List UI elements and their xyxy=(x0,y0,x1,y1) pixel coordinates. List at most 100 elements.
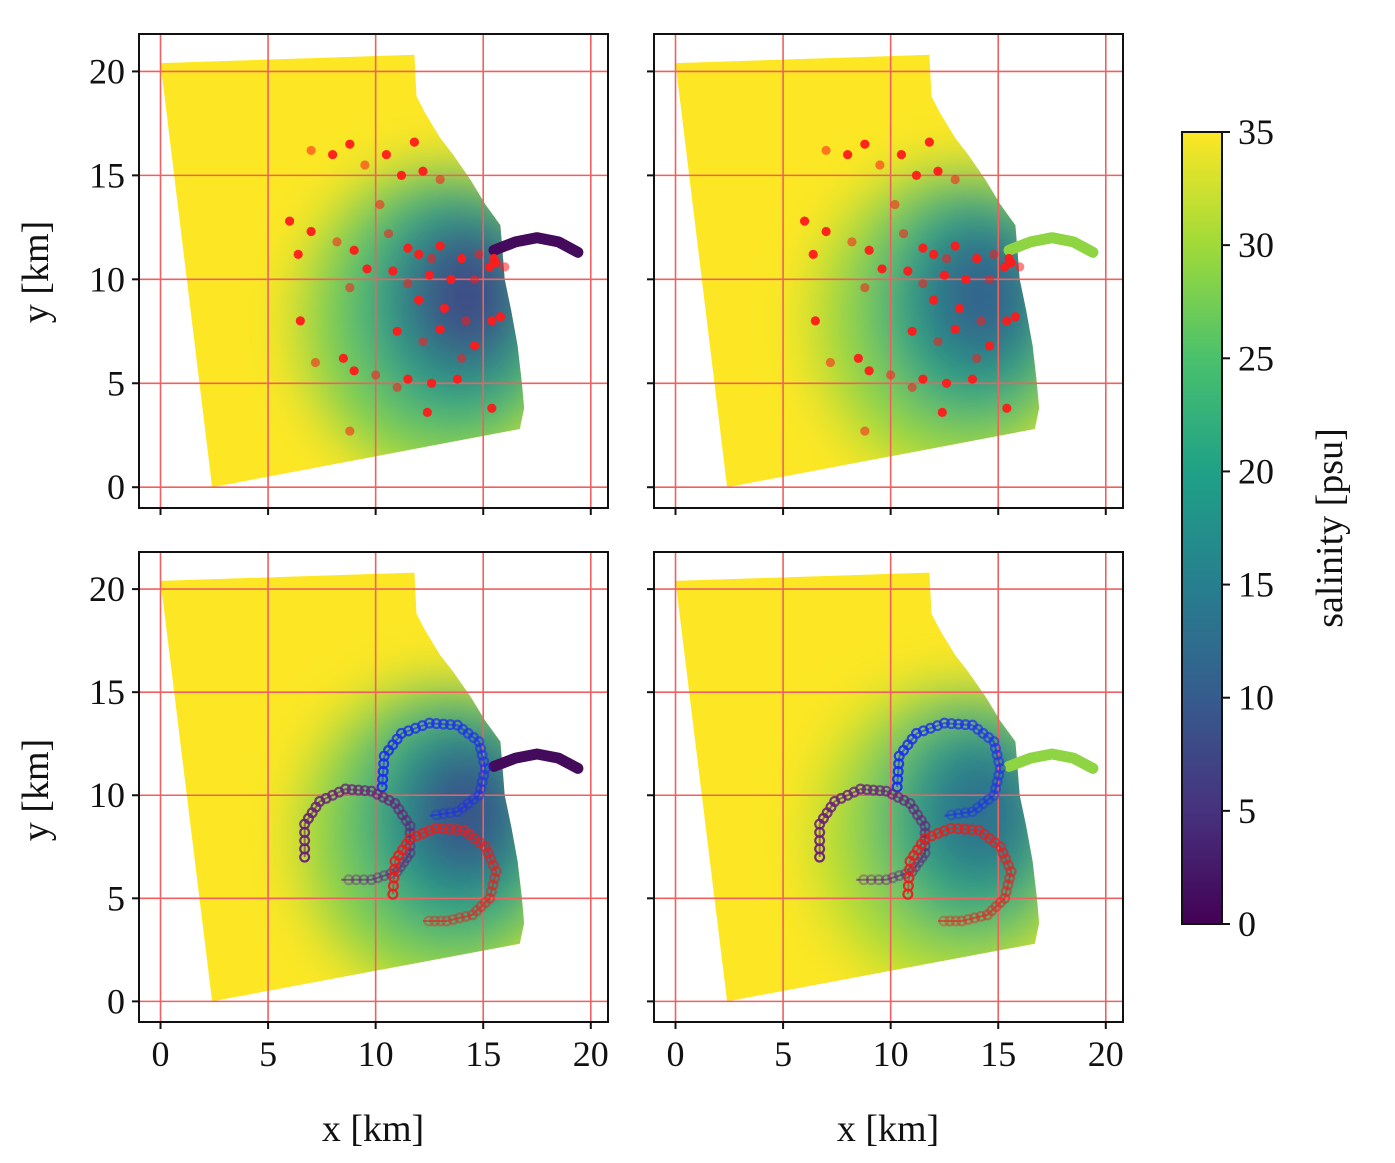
y-tick-label: 0 xyxy=(107,981,125,1021)
track-point xyxy=(1002,859,1014,871)
track-point xyxy=(959,823,971,835)
x-tick-label: 10 xyxy=(873,1034,909,1074)
observation-point xyxy=(495,312,506,322)
observation-point xyxy=(924,137,934,147)
observation-point xyxy=(418,337,428,347)
y-tick-label: 15 xyxy=(89,672,125,712)
observation-point xyxy=(1015,262,1025,272)
observation-point xyxy=(414,295,424,305)
track-point xyxy=(893,870,905,882)
colorbar-tick-label: 20 xyxy=(1238,451,1274,491)
colorbar-tick-label: 10 xyxy=(1238,678,1274,718)
track-point xyxy=(975,910,987,922)
observation-point xyxy=(452,374,463,384)
track-point xyxy=(938,717,950,729)
grid xyxy=(654,34,1123,508)
vessel-track-2 xyxy=(299,783,416,886)
panel-bottom-left: 0 5 10 15 20 0 5 10 15 20 xyxy=(89,551,609,1074)
river-channel xyxy=(1003,232,1099,258)
track-point xyxy=(437,808,449,820)
track-point xyxy=(993,756,1005,768)
observation-point xyxy=(810,316,820,326)
track-point xyxy=(451,824,463,836)
track-point xyxy=(441,915,453,927)
observation-point xyxy=(918,374,928,384)
observation-point xyxy=(392,382,402,393)
track-point xyxy=(986,905,998,917)
ticks: 0 5 10 15 20 0 5 10 15 20 xyxy=(89,569,609,1074)
observation-point xyxy=(424,270,435,280)
y-axis-label-bottom: y [km] xyxy=(15,739,57,841)
track-point xyxy=(358,874,370,886)
observation-point xyxy=(821,145,831,156)
y-tick-label: 5 xyxy=(107,363,125,403)
observation-point xyxy=(853,353,863,363)
track-point xyxy=(874,785,886,797)
observation-point xyxy=(457,253,467,264)
observation-point xyxy=(446,274,456,284)
observation-point xyxy=(907,382,917,393)
track-point xyxy=(444,719,456,731)
ticks: 0 5 10 15 20 xyxy=(647,588,1124,1074)
y-tick-label: 10 xyxy=(89,775,125,815)
observation-point xyxy=(310,357,321,368)
observation-point xyxy=(349,366,359,376)
track-point xyxy=(855,783,867,795)
track-point xyxy=(1000,886,1012,898)
track-point xyxy=(990,742,1002,754)
track-point xyxy=(372,872,384,884)
vessel-track-3 xyxy=(902,822,1017,927)
observation-point xyxy=(877,264,887,274)
observation-point xyxy=(381,149,392,160)
observation-points xyxy=(799,137,1025,436)
river-channel xyxy=(1003,748,1099,774)
track-point xyxy=(952,823,964,835)
track-point xyxy=(952,718,964,730)
track-point xyxy=(430,809,442,821)
observation-point xyxy=(474,249,484,259)
track-point xyxy=(1002,879,1014,891)
observation-point xyxy=(1006,258,1016,268)
track-point xyxy=(938,825,950,837)
track-point xyxy=(865,874,877,886)
observation-point xyxy=(306,226,316,237)
y-tick-label: 10 xyxy=(89,259,125,299)
track-point xyxy=(468,793,480,805)
observation-point xyxy=(890,199,900,210)
track-point xyxy=(1000,853,1012,865)
observation-point xyxy=(950,241,960,251)
colorbar-tick-label: 30 xyxy=(1238,225,1274,265)
track-point xyxy=(423,717,435,729)
colorbar-tick-label: 0 xyxy=(1238,904,1256,944)
plume-core xyxy=(405,737,525,886)
track-point xyxy=(945,822,957,834)
observation-point xyxy=(360,160,370,170)
observation-point xyxy=(933,166,943,176)
panel-top-right xyxy=(647,33,1124,515)
observation-point xyxy=(941,253,952,264)
observation-point xyxy=(950,174,960,185)
track-point xyxy=(962,913,974,925)
track-point xyxy=(423,915,435,927)
track-point xyxy=(944,915,956,927)
observation-point xyxy=(338,353,348,363)
observation-point xyxy=(371,370,381,380)
observation-point xyxy=(435,241,445,251)
y-tick-label: 15 xyxy=(89,155,125,195)
observation-point xyxy=(808,249,818,259)
track-point xyxy=(457,802,469,814)
observation-point xyxy=(929,249,939,259)
track-point xyxy=(475,742,487,754)
observation-point xyxy=(487,316,497,326)
observation-point xyxy=(457,353,467,363)
track-point xyxy=(417,827,429,839)
track-point xyxy=(487,859,499,871)
track-point xyxy=(990,783,1002,795)
observation-point xyxy=(886,370,896,380)
track-point xyxy=(994,762,1006,774)
observation-point xyxy=(293,249,303,259)
track-point xyxy=(952,808,964,820)
observation-point xyxy=(403,278,413,289)
track-point xyxy=(867,784,879,796)
track-line xyxy=(381,722,487,817)
